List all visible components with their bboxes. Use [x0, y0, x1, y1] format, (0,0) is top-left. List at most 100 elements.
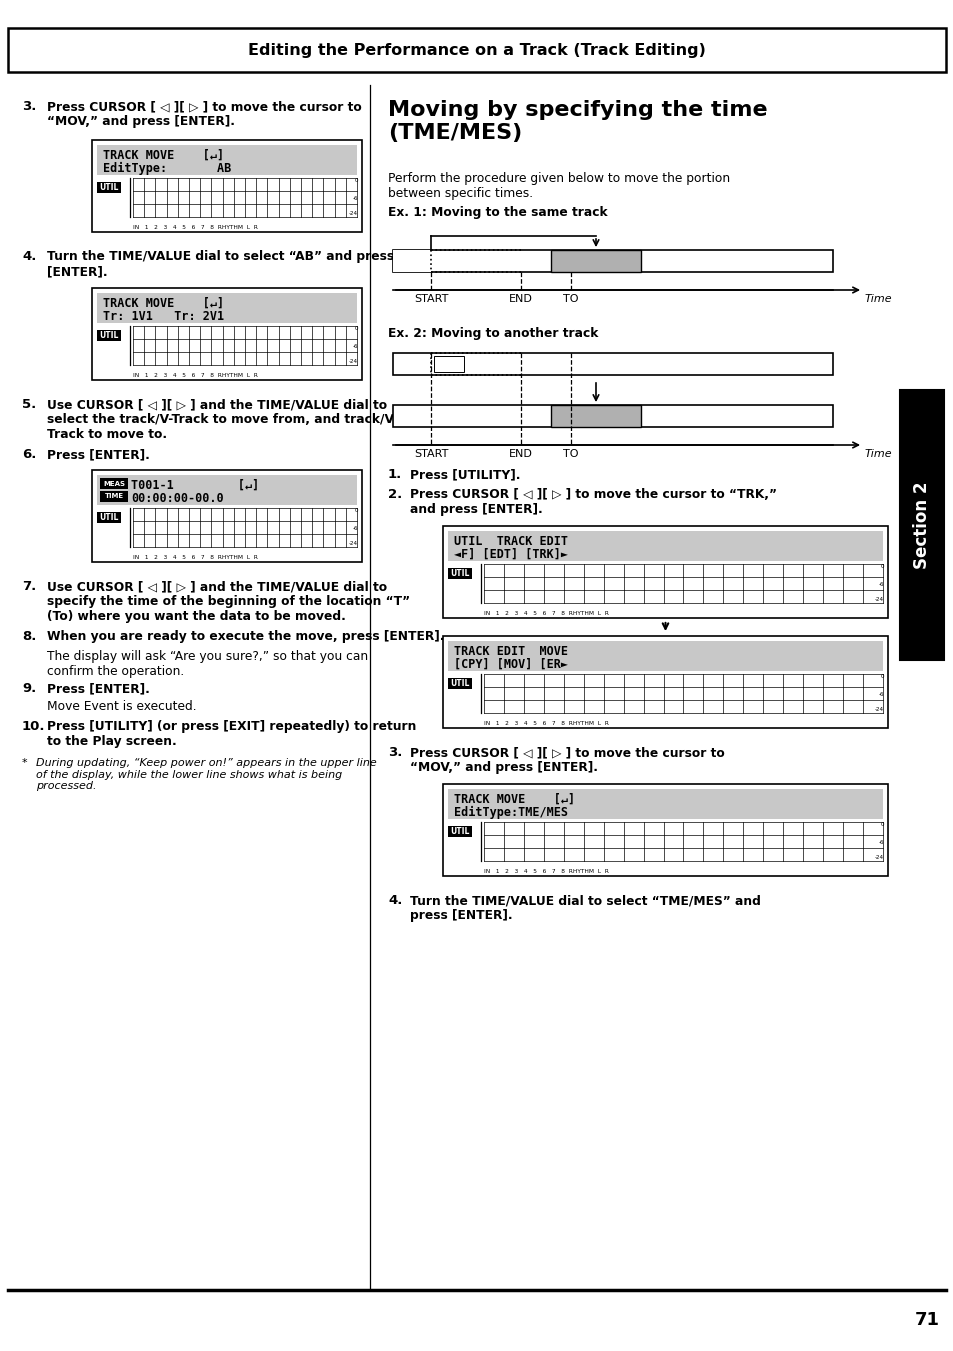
Text: START: START [414, 449, 448, 459]
FancyBboxPatch shape [393, 250, 431, 272]
Text: Press [UTILITY].: Press [UTILITY]. [410, 467, 520, 481]
Text: UTIL: UTIL [450, 569, 469, 578]
Text: TRACK MOVE    [↵]: TRACK MOVE [↵] [103, 149, 224, 162]
FancyBboxPatch shape [393, 405, 832, 427]
Text: Perform the procedure given below to move the portion
between specific times.: Perform the procedure given below to mov… [388, 172, 729, 200]
Text: START: START [414, 295, 448, 304]
Text: Use CURSOR [ ◁ ][ ▷ ] and the TIME/VALUE dial to
select the track/V-Track to mov: Use CURSOR [ ◁ ][ ▷ ] and the TIME/VALUE… [47, 399, 397, 440]
Text: 9.: 9. [22, 682, 36, 694]
Text: IN   1   2   3   4   5   6   7   8  RHYTHM  L  R: IN 1 2 3 4 5 6 7 8 RHYTHM L R [483, 721, 608, 725]
Text: 00:00:00-00.0: 00:00:00-00.0 [131, 492, 223, 505]
Text: Press [ENTER].: Press [ENTER]. [47, 682, 150, 694]
Text: 7.: 7. [22, 580, 36, 593]
Text: Press [ENTER].: Press [ENTER]. [47, 449, 150, 461]
FancyBboxPatch shape [448, 567, 472, 580]
Text: The display will ask “Are you sure?,” so that you can
confirm the operation.: The display will ask “Are you sure?,” so… [47, 650, 368, 678]
Text: 10.: 10. [22, 720, 46, 734]
FancyBboxPatch shape [393, 353, 832, 376]
Text: -24: -24 [874, 707, 883, 712]
Text: ◄F] [EDT] [TRK]►: ◄F] [EDT] [TRK]► [454, 549, 567, 561]
Text: -24: -24 [874, 855, 883, 861]
Text: 3.: 3. [22, 100, 36, 113]
Text: Press CURSOR [ ◁ ][ ▷ ] to move the cursor to
“MOV,” and press [ENTER].: Press CURSOR [ ◁ ][ ▷ ] to move the curs… [47, 100, 361, 128]
Text: -24: -24 [349, 359, 357, 365]
Text: During updating, “Keep power on!” appears in the upper line
of the display, whil: During updating, “Keep power on!” appear… [36, 758, 376, 792]
Text: Section 2: Section 2 [912, 481, 930, 569]
Text: Turn the TIME/VALUE dial to select “TME/MES” and
press [ENTER].: Turn the TIME/VALUE dial to select “TME/… [410, 894, 760, 921]
FancyBboxPatch shape [448, 789, 882, 819]
Text: Time: Time [864, 449, 892, 459]
Text: 2.: 2. [388, 488, 402, 501]
FancyBboxPatch shape [899, 390, 943, 661]
Text: IN   1   2   3   4   5   6   7   8  RHYTHM  L  R: IN 1 2 3 4 5 6 7 8 RHYTHM L R [132, 226, 257, 230]
FancyBboxPatch shape [448, 825, 472, 838]
Text: TRACK EDIT  MOVE: TRACK EDIT MOVE [454, 644, 567, 658]
Text: -6: -6 [878, 581, 883, 586]
Text: 8.: 8. [22, 630, 36, 643]
Text: [CPY] [MOV] [ER►: [CPY] [MOV] [ER► [454, 658, 567, 671]
FancyBboxPatch shape [551, 405, 640, 427]
Text: T001-1         [↵]: T001-1 [↵] [131, 480, 259, 492]
FancyBboxPatch shape [97, 145, 356, 176]
Text: Press CURSOR [ ◁ ][ ▷ ] to move the cursor to
“MOV,” and press [ENTER].: Press CURSOR [ ◁ ][ ▷ ] to move the curs… [410, 746, 724, 774]
Text: 0: 0 [355, 326, 357, 331]
Text: 0: 0 [355, 178, 357, 182]
FancyBboxPatch shape [442, 784, 887, 875]
Text: TIME: TIME [104, 493, 124, 500]
Text: *: * [22, 758, 28, 767]
FancyBboxPatch shape [97, 512, 121, 523]
Text: -24: -24 [874, 597, 883, 603]
FancyBboxPatch shape [91, 470, 361, 562]
Text: 1.: 1. [388, 467, 402, 481]
Text: IN   1   2   3   4   5   6   7   8  RHYTHM  L  R: IN 1 2 3 4 5 6 7 8 RHYTHM L R [132, 373, 257, 378]
Text: Press [UTILITY] (or press [EXIT] repeatedly) to return
to the Play screen.: Press [UTILITY] (or press [EXIT] repeate… [47, 720, 416, 748]
Text: 4.: 4. [22, 250, 36, 263]
FancyBboxPatch shape [434, 357, 463, 372]
Text: END: END [509, 449, 533, 459]
Text: -6: -6 [878, 839, 883, 844]
Text: -6: -6 [352, 343, 357, 349]
Text: IN   1   2   3   4   5   6   7   8  RHYTHM  L  R: IN 1 2 3 4 5 6 7 8 RHYTHM L R [483, 611, 608, 616]
Text: Use CURSOR [ ◁ ][ ▷ ] and the TIME/VALUE dial to
specify the time of the beginni: Use CURSOR [ ◁ ][ ▷ ] and the TIME/VALUE… [47, 580, 410, 623]
Text: IN   1   2   3   4   5   6   7   8  RHYTHM  L  R: IN 1 2 3 4 5 6 7 8 RHYTHM L R [483, 869, 608, 874]
FancyBboxPatch shape [8, 28, 945, 72]
Text: MEAS: MEAS [103, 481, 125, 486]
FancyBboxPatch shape [97, 330, 121, 340]
Text: UTIL  TRACK EDIT: UTIL TRACK EDIT [454, 535, 567, 549]
Text: END: END [509, 295, 533, 304]
FancyBboxPatch shape [393, 250, 832, 272]
Text: -6: -6 [352, 526, 357, 531]
Text: Press CURSOR [ ◁ ][ ▷ ] to move the cursor to “TRK,”
and press [ENTER].: Press CURSOR [ ◁ ][ ▷ ] to move the curs… [410, 488, 776, 516]
Text: 0: 0 [880, 674, 883, 680]
Text: 4.: 4. [388, 894, 402, 907]
FancyBboxPatch shape [448, 531, 882, 561]
Text: Editing the Performance on a Track (Track Editing): Editing the Performance on a Track (Trac… [248, 42, 705, 58]
Text: Ex. 1: Moving to the same track: Ex. 1: Moving to the same track [388, 205, 607, 219]
Text: UTIL: UTIL [99, 331, 118, 340]
FancyBboxPatch shape [442, 636, 887, 728]
Text: -6: -6 [878, 692, 883, 697]
FancyBboxPatch shape [97, 476, 356, 505]
FancyBboxPatch shape [551, 250, 640, 272]
Text: 71: 71 [914, 1310, 939, 1329]
Text: IN   1   2   3   4   5   6   7   8  RHYTHM  L  R: IN 1 2 3 4 5 6 7 8 RHYTHM L R [132, 555, 257, 561]
Text: Turn the TIME/VALUE dial to select “AB” and press
[ENTER].: Turn the TIME/VALUE dial to select “AB” … [47, 250, 394, 278]
Text: When you are ready to execute the move, press [ENTER].: When you are ready to execute the move, … [47, 630, 444, 643]
Text: -24: -24 [349, 542, 357, 546]
Text: TO: TO [562, 295, 578, 304]
Text: UTIL: UTIL [450, 680, 469, 688]
Text: 0: 0 [880, 821, 883, 827]
FancyBboxPatch shape [448, 640, 882, 671]
FancyBboxPatch shape [100, 490, 128, 503]
FancyBboxPatch shape [442, 526, 887, 617]
FancyBboxPatch shape [97, 182, 121, 193]
Text: 0: 0 [355, 508, 357, 513]
Text: EditType:       AB: EditType: AB [103, 162, 231, 176]
Text: EditType:TME/MES: EditType:TME/MES [454, 807, 567, 819]
Text: Tr: 1V1   Tr: 2V1: Tr: 1V1 Tr: 2V1 [103, 309, 224, 323]
Text: 6.: 6. [22, 449, 36, 461]
FancyBboxPatch shape [100, 478, 128, 489]
Text: UTIL: UTIL [99, 182, 118, 192]
FancyBboxPatch shape [91, 288, 361, 380]
Text: Move Event is executed.: Move Event is executed. [47, 700, 196, 713]
